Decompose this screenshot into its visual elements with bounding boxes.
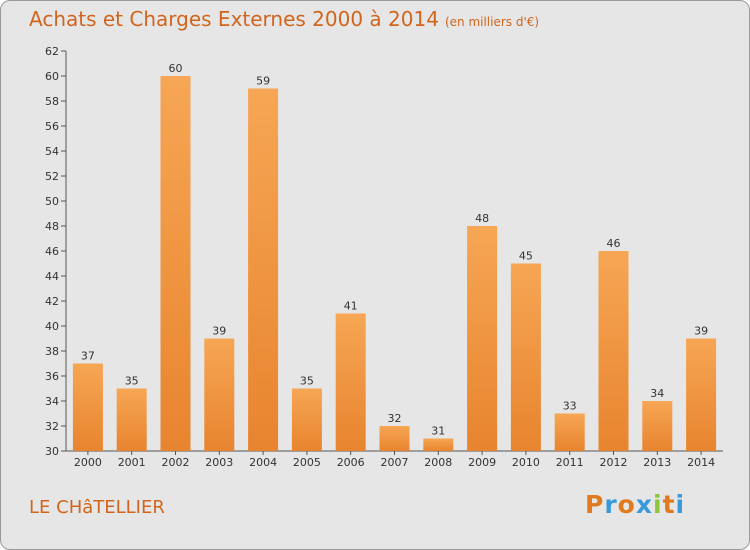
y-tick-label: 36 [45, 370, 59, 383]
y-tick-label: 50 [45, 195, 59, 208]
logo-letter: o [617, 490, 636, 519]
x-tick-label: 2001 [118, 456, 146, 469]
data-label: 45 [519, 250, 533, 263]
data-label: 60 [169, 62, 183, 75]
bar [554, 413, 585, 451]
data-label: 39 [212, 325, 226, 338]
y-tick-label: 32 [45, 420, 59, 433]
x-tick-label: 2000 [74, 456, 102, 469]
y-tick-label: 58 [45, 95, 59, 108]
data-label: 48 [475, 212, 489, 225]
y-tick-label: 42 [45, 295, 59, 308]
y-tick-label: 60 [45, 70, 59, 83]
data-label: 34 [650, 387, 664, 400]
x-tick-label: 2004 [249, 456, 277, 469]
data-label: 59 [256, 75, 270, 88]
bar [686, 338, 717, 451]
y-tick-label: 34 [45, 395, 59, 408]
bar [72, 363, 103, 451]
bar [116, 388, 147, 451]
chart-bars [72, 76, 717, 451]
logo-letter: i [653, 490, 663, 519]
data-label: 46 [607, 237, 621, 250]
y-tick-label: 62 [45, 45, 59, 58]
data-label: 37 [81, 350, 95, 363]
logo-letter: x [635, 490, 653, 519]
commune-name: LE CHâTELLIER [29, 497, 165, 518]
proxiti-logo: Proxiti [585, 490, 685, 519]
bar [291, 388, 322, 451]
x-tick-label: 2008 [424, 456, 452, 469]
x-tick-label: 2014 [687, 456, 715, 469]
chart-title: Achats et Charges Externes 2000 à 2014 (e… [29, 7, 539, 31]
x-tick-label: 2012 [600, 456, 628, 469]
data-label: 32 [388, 412, 402, 425]
y-tick-label: 52 [45, 170, 59, 183]
x-tick-label: 2009 [468, 456, 496, 469]
x-tick-label: 2003 [205, 456, 233, 469]
x-tick-label: 2013 [643, 456, 671, 469]
bar [335, 313, 366, 451]
bar [248, 88, 279, 451]
chart-title-text: Achats et Charges Externes 2000 à 2014 [29, 7, 439, 31]
logo-letter: i [675, 490, 686, 519]
data-label: 41 [344, 300, 358, 313]
x-tick-label: 2002 [162, 456, 190, 469]
chart-data-labels: 37 35 60 39 59 35 41 32 31 48 45 33 46 34 39 [81, 62, 708, 438]
y-tick-label: 40 [45, 320, 59, 333]
y-tick-label: 38 [45, 345, 59, 358]
chart-subtitle: (en milliers d'€) [444, 15, 540, 29]
data-label: 33 [563, 400, 577, 413]
logo-letter: r [604, 490, 618, 519]
bar [598, 251, 629, 451]
data-label: 31 [431, 425, 445, 438]
x-tick-label: 2006 [337, 456, 365, 469]
bar [423, 438, 454, 451]
bar [467, 226, 498, 451]
bar [204, 338, 235, 451]
y-tick-label: 48 [45, 220, 59, 233]
x-tick-label: 2011 [556, 456, 584, 469]
data-label: 39 [694, 325, 708, 338]
y-tick-label: 56 [45, 120, 59, 133]
bar [510, 263, 541, 451]
logo-letter: P [585, 490, 605, 519]
logo-letter: t [662, 490, 676, 519]
bar [160, 76, 191, 451]
y-tick-label: 30 [45, 445, 59, 458]
bar [642, 401, 673, 451]
y-tick-label: 44 [45, 270, 59, 283]
y-tick-label: 46 [45, 245, 59, 258]
data-label: 35 [300, 375, 314, 388]
data-label: 35 [125, 375, 139, 388]
x-tick-label: 2010 [512, 456, 540, 469]
chart-axes: 30 32 34 36 38 40 42 44 46 48 50 52 54 56 58 60 62 2000 20… [45, 45, 723, 469]
bar [379, 426, 410, 451]
y-tick-label: 54 [45, 145, 59, 158]
x-tick-label: 2005 [293, 456, 321, 469]
x-tick-label: 2007 [381, 456, 409, 469]
